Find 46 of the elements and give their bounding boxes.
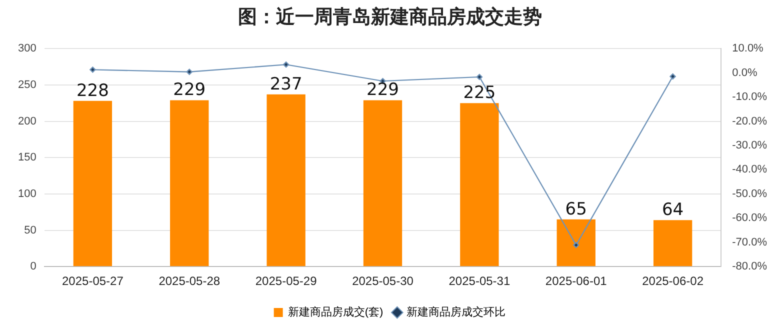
point [186, 68, 192, 75]
data-label: 237 [270, 74, 302, 94]
bar [266, 94, 306, 266]
y2-tick-label: -20.0% [732, 115, 768, 128]
bar [73, 100, 112, 266]
legend-label: 新建商品房成交(套) [288, 306, 384, 319]
bar [363, 100, 402, 266]
x-tick-label: 2025-05-30 [352, 274, 414, 288]
y-tick-label: 100 [18, 188, 36, 200]
x-tick-label: 2025-06-01 [545, 274, 608, 288]
x-tick-label: 2025-05-27 [62, 274, 124, 288]
y2-tick-label: -50.0% [732, 188, 768, 200]
point [573, 242, 580, 248]
y-tick-label: 50 [24, 224, 36, 236]
y-tick-label: 150 [18, 152, 36, 164]
bar [556, 219, 596, 266]
y2-tick-label: 10.0% [732, 42, 764, 55]
y-tick-label: 0 [30, 260, 36, 273]
y2-tick-label: -70.0% [732, 236, 768, 248]
y-tick-label: 200 [18, 115, 36, 128]
y2-tick-label: -60.0% [732, 212, 768, 224]
point [90, 66, 96, 73]
x-tick-label: 2025-05-28 [158, 274, 220, 288]
legend-label: 新建商品房成交环比 [406, 306, 506, 319]
data-label: 228 [76, 80, 109, 101]
x-tick-label: 2025-05-31 [448, 274, 510, 288]
point [282, 61, 290, 68]
bar [170, 100, 209, 266]
y2-tick-label: 0.0% [732, 66, 758, 79]
x-tick-label: 2025-05-29 [255, 274, 318, 288]
data-label: 229 [366, 80, 399, 100]
point [476, 74, 483, 80]
data-label: 65 [565, 199, 587, 220]
y-tick-label: 250 [18, 78, 36, 91]
y2-tick-label: -80.0% [732, 260, 768, 273]
bar [460, 103, 499, 266]
y2-tick-label: -40.0% [732, 164, 768, 176]
y2-tick-label: -10.0% [732, 91, 768, 104]
bar [653, 220, 692, 266]
data-label: 229 [173, 80, 206, 100]
y-tick-label: 300 [18, 42, 36, 55]
y2-tick-label: -30.0% [732, 140, 768, 152]
chart-title: 图：近一周青岛新建商品房成交走势 [237, 5, 543, 30]
x-tick-label: 2025-06-02 [642, 274, 704, 288]
point [670, 73, 676, 80]
data-label: 64 [662, 200, 684, 220]
